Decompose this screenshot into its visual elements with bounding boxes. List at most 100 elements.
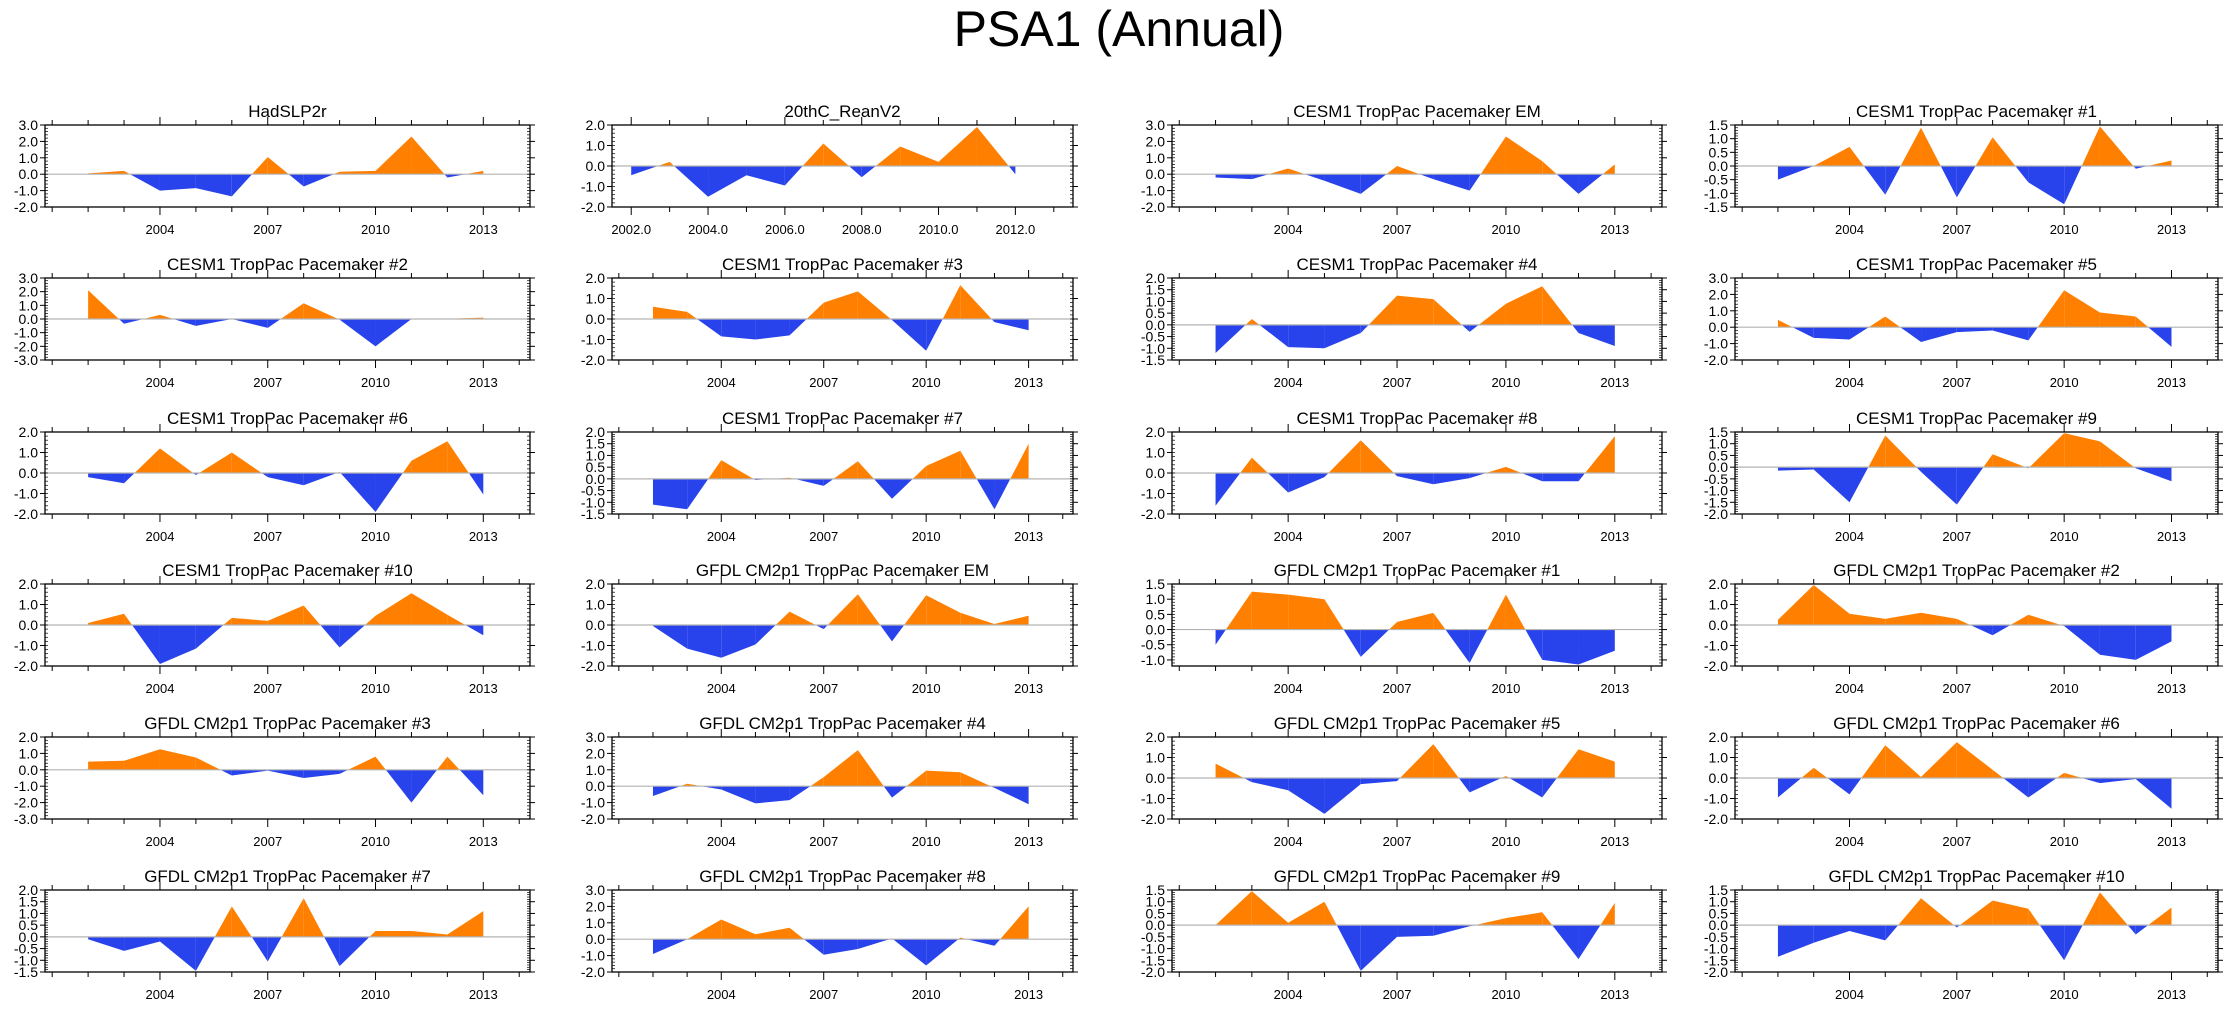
- x-tick-label: 2004: [1835, 681, 1864, 696]
- y-tick-label: 0.0: [1146, 317, 1166, 333]
- negative-area: [794, 478, 824, 486]
- x-tick-label: 2007: [1942, 681, 1971, 696]
- y-tick-label: -2.0: [581, 658, 605, 674]
- y-tick-label: -1.0: [1141, 486, 1165, 502]
- y-tick-label: -1.0: [1141, 340, 1165, 356]
- negative-area: [267, 769, 304, 778]
- panel: GFDL CM2p1 TropPac Pacemaker #5 -2.0 -1.0 0…: [1141, 714, 1667, 849]
- positive-area: [1900, 127, 1922, 166]
- y-tick-label: 1.0: [586, 762, 606, 778]
- negative-area: [2127, 925, 2136, 935]
- positive-area: [900, 146, 939, 166]
- x-tick-label: 2013: [1014, 681, 1043, 696]
- negative-area: [324, 936, 340, 967]
- y-tick-label: 2.0: [19, 576, 39, 592]
- positive-area: [124, 613, 133, 625]
- panel: HadSLP2r -2.0-1.00.01.02.03.0 2004 2007 2010…: [14, 102, 535, 237]
- positive-area: [365, 615, 376, 625]
- x-tick-label: 2004: [146, 834, 175, 849]
- panel: GFDL CM2p1 TropPac Pacemaker #6 -2.0 -1.0 0…: [1704, 714, 2223, 849]
- negative-area: [1360, 324, 1369, 334]
- panel-title: CESM1 TropPac Pacemaker #3: [722, 255, 963, 274]
- panel: CESM1 TropPac Pacemaker #9 -2.0-1.5-1.0-0…: [1704, 409, 2223, 544]
- positive-area: [1885, 745, 1922, 778]
- negative-area: [124, 473, 135, 484]
- panel-title: CESM1 TropPac Pacemaker #8: [1297, 409, 1538, 428]
- negative-area: [385, 769, 412, 803]
- negative-area: [1397, 778, 1401, 782]
- x-tick-label: 2007: [1383, 375, 1412, 390]
- negative-area: [674, 166, 709, 197]
- negative-area: [1578, 324, 1615, 346]
- x-tick-label: 2008.0: [842, 222, 882, 237]
- negative-area: [1509, 778, 1543, 798]
- positive-area: [1251, 891, 1289, 926]
- negative-area: [1360, 629, 1390, 657]
- panel-title: GFDL CM2p1 TropPac Pacemaker #2: [1833, 561, 2120, 580]
- y-tick-label: -2.0: [1704, 811, 1728, 827]
- positive-area: [1400, 744, 1434, 778]
- positive-area: [1251, 457, 1268, 473]
- negative-area: [303, 769, 340, 778]
- negative-area: [2015, 166, 2029, 183]
- negative-area: [994, 478, 1011, 510]
- positive-area: [904, 595, 927, 625]
- negative-area: [1992, 625, 2011, 636]
- positive-area: [1975, 137, 1993, 166]
- negative-area: [1827, 778, 1850, 795]
- x-tick-label: 2010: [361, 987, 390, 1002]
- y-tick-label: 0.0: [19, 311, 39, 327]
- y-tick-label: -1.5: [1704, 199, 1728, 215]
- negative-area: [1885, 925, 1899, 941]
- panel-title: GFDL CM2p1 TropPac Pacemaker #1: [1274, 561, 1561, 580]
- positive-area: [437, 756, 448, 770]
- y-tick-label: -2.0: [1141, 199, 1165, 215]
- x-tick-label: 2013: [469, 987, 498, 1002]
- y-tick-label: 2.0: [19, 882, 39, 898]
- negative-area: [261, 473, 268, 478]
- y-tick-label: -1.0: [1704, 791, 1728, 807]
- negative-area: [1916, 467, 1922, 472]
- x-tick-label: 2013: [469, 834, 498, 849]
- y-tick-label: 2.0: [1709, 729, 1729, 745]
- positive-area: [960, 772, 991, 787]
- y-tick-label: -2.0: [581, 964, 605, 980]
- positive-area: [159, 314, 174, 319]
- panel-title: GFDL CM2p1 TropPac Pacemaker #8: [699, 867, 986, 886]
- negative-area: [2064, 925, 2083, 961]
- panel: CESM1 TropPac Pacemaker #4-1.5-1.0-0.50.…: [1141, 255, 1667, 390]
- positive-area: [1505, 594, 1526, 630]
- y-tick-label: 0.0: [1146, 465, 1166, 481]
- negative-area: [1215, 629, 1226, 645]
- y-tick-label: -1.0: [14, 638, 38, 654]
- x-tick-label: 2007: [1383, 681, 1412, 696]
- negative-area: [2099, 778, 2136, 784]
- positive-area: [960, 612, 995, 625]
- positive-area: [1478, 303, 1506, 325]
- x-tick-label: 2004: [707, 529, 736, 544]
- y-tick-label: 0.5: [1709, 144, 1729, 160]
- panel: CESM1 TropPac Pacemaker #1-1.5-1.0-0.50.…: [1704, 102, 2223, 237]
- y-tick-label: 0.5: [1146, 606, 1166, 622]
- positive-area: [687, 783, 702, 787]
- positive-area: [1813, 767, 1828, 778]
- panel-title: CESM1 TropPac Pacemaker #4: [1297, 255, 1538, 274]
- positive-area: [1386, 166, 1398, 175]
- plot-frame: [44, 124, 531, 208]
- negative-area: [1552, 925, 1579, 960]
- positive-area: [88, 613, 125, 625]
- y-tick-label: -1.5: [1141, 352, 1165, 368]
- x-tick-label: 2007: [809, 375, 838, 390]
- positive-area: [1885, 435, 1917, 468]
- negative-area: [1556, 174, 1579, 194]
- negative-area: [1433, 174, 1470, 191]
- positive-area: [994, 615, 1029, 625]
- x-tick-label: 2010: [912, 834, 941, 849]
- negative-area: [967, 939, 995, 946]
- y-tick-label: -1.0: [14, 778, 38, 794]
- negative-area: [267, 936, 282, 962]
- panel: CESM1 TropPac Pacemaker #8 -2.0 -1.0 0.0 1.0…: [1141, 409, 1667, 544]
- negative-area: [231, 769, 268, 776]
- y-tick-label: -2.0: [581, 199, 605, 215]
- y-tick-label: 0.0: [1709, 770, 1729, 786]
